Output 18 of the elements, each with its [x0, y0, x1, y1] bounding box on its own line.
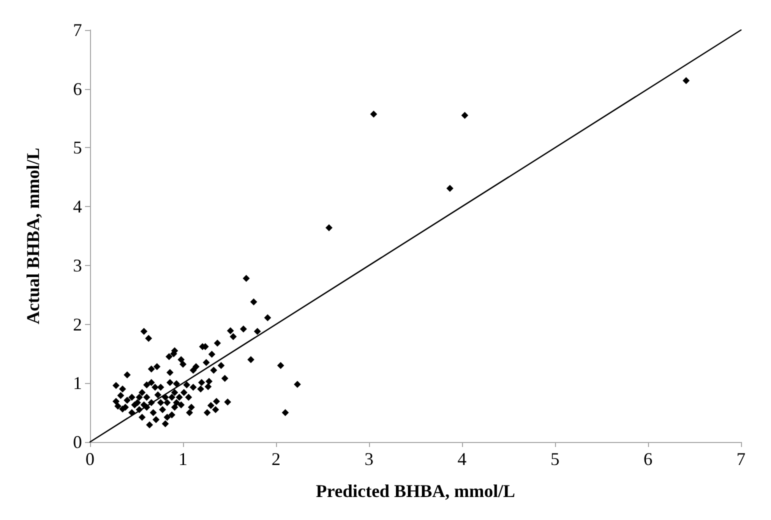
- x-tick-label: 1: [178, 449, 188, 469]
- y-tick-label: 1: [73, 373, 82, 394]
- y-tick-label: 0: [73, 432, 82, 452]
- y-tick-label: 4: [73, 196, 82, 217]
- y-axis-title: Actual BHBA, mmol/L: [23, 148, 43, 324]
- x-tick-label: 4: [458, 449, 466, 469]
- y-tick-label: 5: [73, 138, 82, 158]
- y-tick-label: 2: [73, 314, 82, 334]
- x-tick-label: 3: [364, 449, 374, 469]
- x-axis-title: Predicted BHBA, mmol/L: [316, 481, 516, 501]
- y-tick-label: 7: [73, 20, 82, 40]
- x-tick-label: 0: [86, 449, 94, 469]
- y-tick-label: 6: [73, 78, 82, 99]
- y-tick-label: 3: [73, 255, 82, 276]
- x-tick-label: 6: [644, 449, 652, 469]
- x-tick-label: 5: [550, 449, 560, 469]
- x-tick-label: 7: [736, 449, 746, 469]
- x-tick-label: 2: [272, 449, 280, 469]
